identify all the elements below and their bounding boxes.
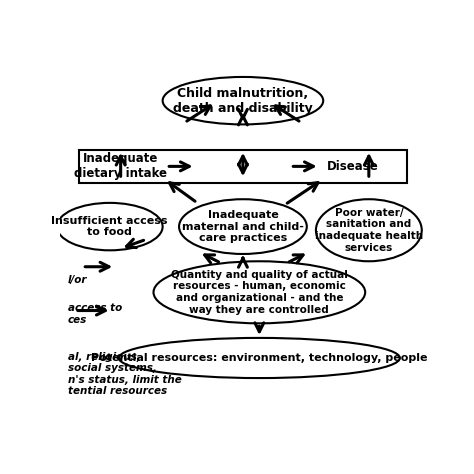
FancyArrowPatch shape (365, 156, 374, 176)
Text: Quantity and quality of actual
resources - human, economic
and organizational - : Quantity and quality of actual resources… (171, 270, 348, 315)
FancyArrowPatch shape (238, 258, 247, 267)
FancyArrowPatch shape (85, 262, 109, 271)
FancyArrowPatch shape (293, 162, 313, 171)
FancyBboxPatch shape (79, 150, 407, 183)
Text: Potential resources: environment, technology, people: Potential resources: environment, techno… (91, 353, 428, 363)
Text: Insufficient access
to food: Insufficient access to food (52, 216, 168, 237)
Text: al, religious,
social systems,
n's status, limit the
tential resources: al, religious, social systems, n's statu… (68, 352, 182, 396)
FancyArrowPatch shape (238, 109, 247, 125)
FancyArrowPatch shape (78, 306, 105, 315)
Text: Inadequate
dietary intake: Inadequate dietary intake (74, 152, 167, 181)
FancyArrowPatch shape (169, 162, 189, 171)
FancyArrowPatch shape (127, 239, 144, 247)
FancyArrowPatch shape (275, 106, 299, 121)
FancyArrowPatch shape (289, 255, 303, 263)
Ellipse shape (119, 338, 400, 378)
Ellipse shape (179, 199, 307, 254)
Text: Poor water/
sanitation and
inadequate health
services: Poor water/ sanitation and inadequate he… (315, 208, 423, 253)
FancyArrowPatch shape (116, 156, 125, 176)
FancyArrowPatch shape (170, 183, 195, 201)
Text: access to
ces: access to ces (68, 303, 122, 325)
Ellipse shape (163, 77, 323, 124)
Text: l/or: l/or (68, 274, 87, 284)
FancyArrowPatch shape (255, 323, 264, 332)
Ellipse shape (316, 199, 422, 261)
Text: Inadequate
maternal and child-
care practices: Inadequate maternal and child- care prac… (182, 210, 304, 243)
Text: Child malnutrition,
death and disability: Child malnutrition, death and disability (173, 87, 313, 115)
FancyArrowPatch shape (205, 255, 219, 263)
FancyArrowPatch shape (287, 182, 318, 203)
Ellipse shape (154, 261, 365, 323)
Text: Disease: Disease (327, 160, 378, 173)
Ellipse shape (57, 203, 163, 250)
FancyArrowPatch shape (238, 156, 247, 173)
FancyArrowPatch shape (187, 106, 210, 121)
